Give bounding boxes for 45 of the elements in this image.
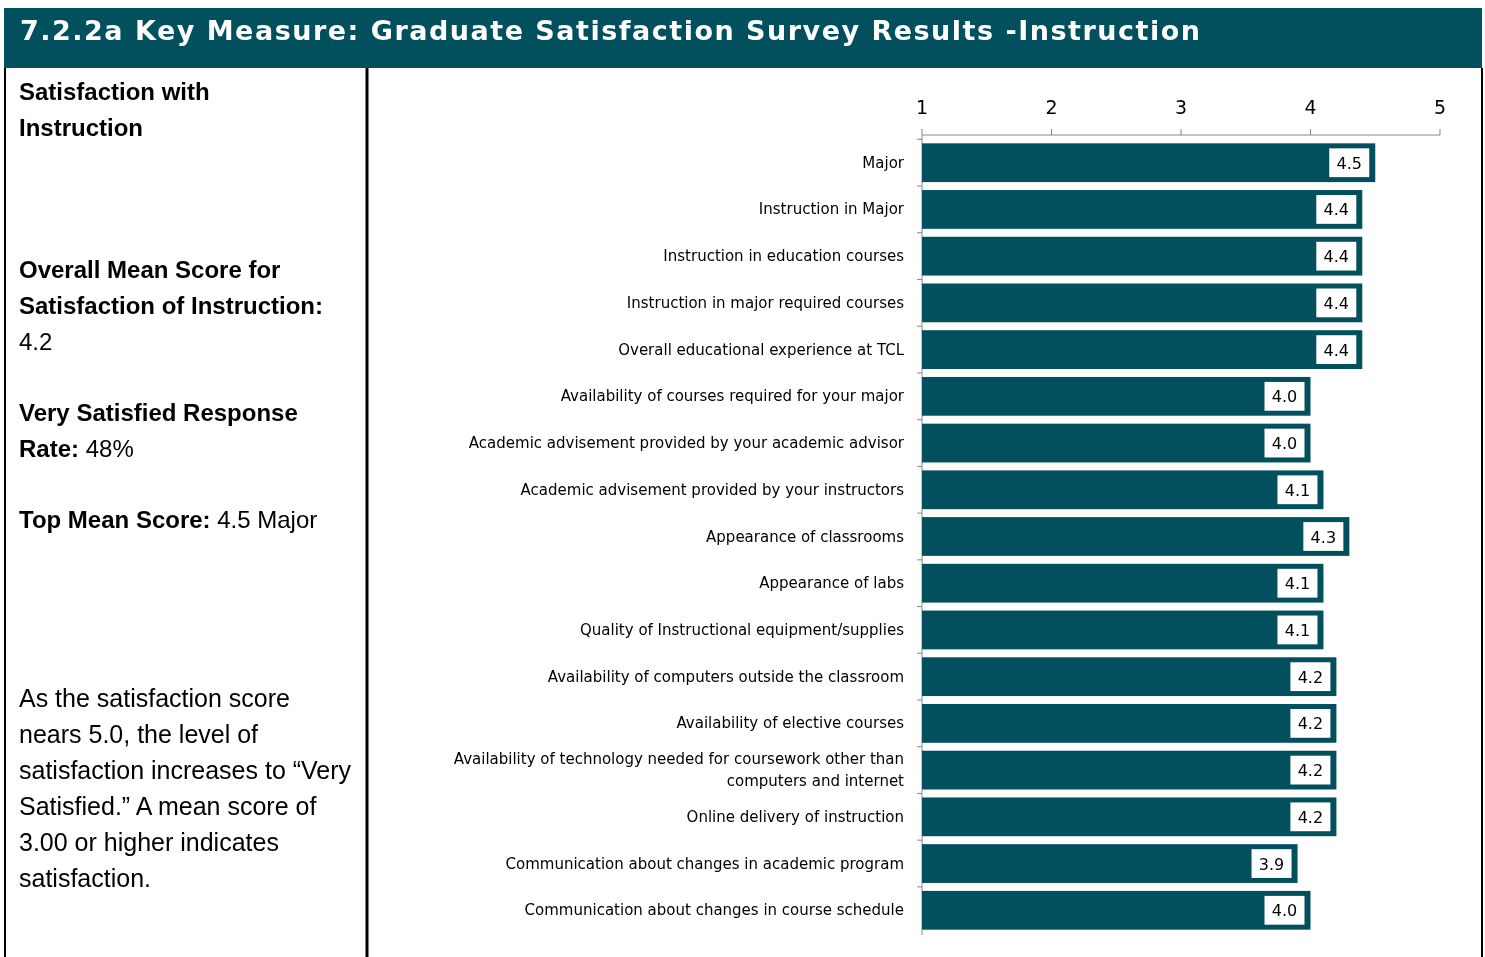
- data-label: 4.4: [1323, 247, 1350, 267]
- data-label: 4.1: [1284, 574, 1311, 594]
- data-label: 4.4: [1323, 340, 1350, 360]
- data-label: 4.5: [1336, 153, 1362, 173]
- x-tick-label: 5: [1433, 96, 1447, 118]
- x-tick-label: 3: [1174, 96, 1188, 118]
- data-label: 4.0: [1271, 434, 1298, 454]
- y-tick-label: Overall educational experience at TCL: [618, 340, 905, 359]
- y-tick-label: Online delivery of instruction: [686, 807, 904, 826]
- y-tick-label: Availability of elective courses: [676, 714, 905, 733]
- data-label: 3.9: [1258, 854, 1285, 874]
- text: 7.2.2a Key Measure: Graduate Satisfaction Survey Results -Instruction: [20, 15, 1202, 46]
- text: Very Satisfied Response Rate: 48%: [19, 398, 299, 464]
- y-tick-label: Academic advisement provided by your academic advisor: [468, 434, 905, 453]
- y-tick-label: Appearance of classrooms: [706, 527, 905, 546]
- y-tick-label: Quality of Instructional equipment/supplies: [580, 620, 905, 639]
- data-label: 4.0: [1271, 387, 1298, 407]
- y-tick-label: Appearance of labs: [759, 574, 905, 593]
- y-tick-label: Communication about changes in course schedule: [524, 901, 904, 920]
- y-tick-label: Communication about changes in academic program: [505, 854, 904, 873]
- y-tick-label: Instruction in education courses: [663, 247, 905, 266]
- data-label: 4.0: [1271, 901, 1298, 921]
- data-label: 4.2: [1297, 761, 1324, 781]
- x-tick-label: 1: [915, 96, 929, 118]
- y-tick-label: Academic advisement provided by your instructors: [520, 480, 905, 499]
- data-label: 4.2: [1297, 714, 1324, 734]
- text: Top Mean Score: 4.5 Major: [19, 505, 319, 535]
- x-tick-label: 4: [1304, 96, 1317, 118]
- text: Overall Mean Score for Satisfaction of Instruction: 4.2: [19, 255, 324, 357]
- y-tick-label: Instruction in major required courses: [626, 293, 905, 312]
- y-tick-label: Availability of technology needed for coursework other than computers and internet: [453, 750, 905, 791]
- text: Satisfaction with Instruction: [19, 78, 210, 141]
- x-tick-label: 2: [1045, 96, 1058, 118]
- y-tick-label: Instruction in Major: [758, 200, 905, 219]
- data-label: 4.2: [1297, 807, 1324, 827]
- data-label: 4.2: [1297, 667, 1324, 687]
- y-tick-label: Availability of courses required for your major: [560, 387, 905, 406]
- data-label: 4.1: [1284, 480, 1311, 500]
- data-label: 4.3: [1310, 527, 1337, 547]
- text: As the satisfaction score nears 5.0, the level of satisfaction increases to “Very Satisfied.” A mean score of 3.00 or higher indicates satisfaction.: [19, 683, 353, 894]
- y-tick-label: Availability of computers outside the classroom: [547, 667, 904, 686]
- data-label: 4.1: [1284, 620, 1311, 640]
- y-tick-label: Major: [862, 153, 905, 172]
- data-label: 4.4: [1323, 293, 1350, 313]
- data-label: 4.4: [1323, 200, 1350, 220]
